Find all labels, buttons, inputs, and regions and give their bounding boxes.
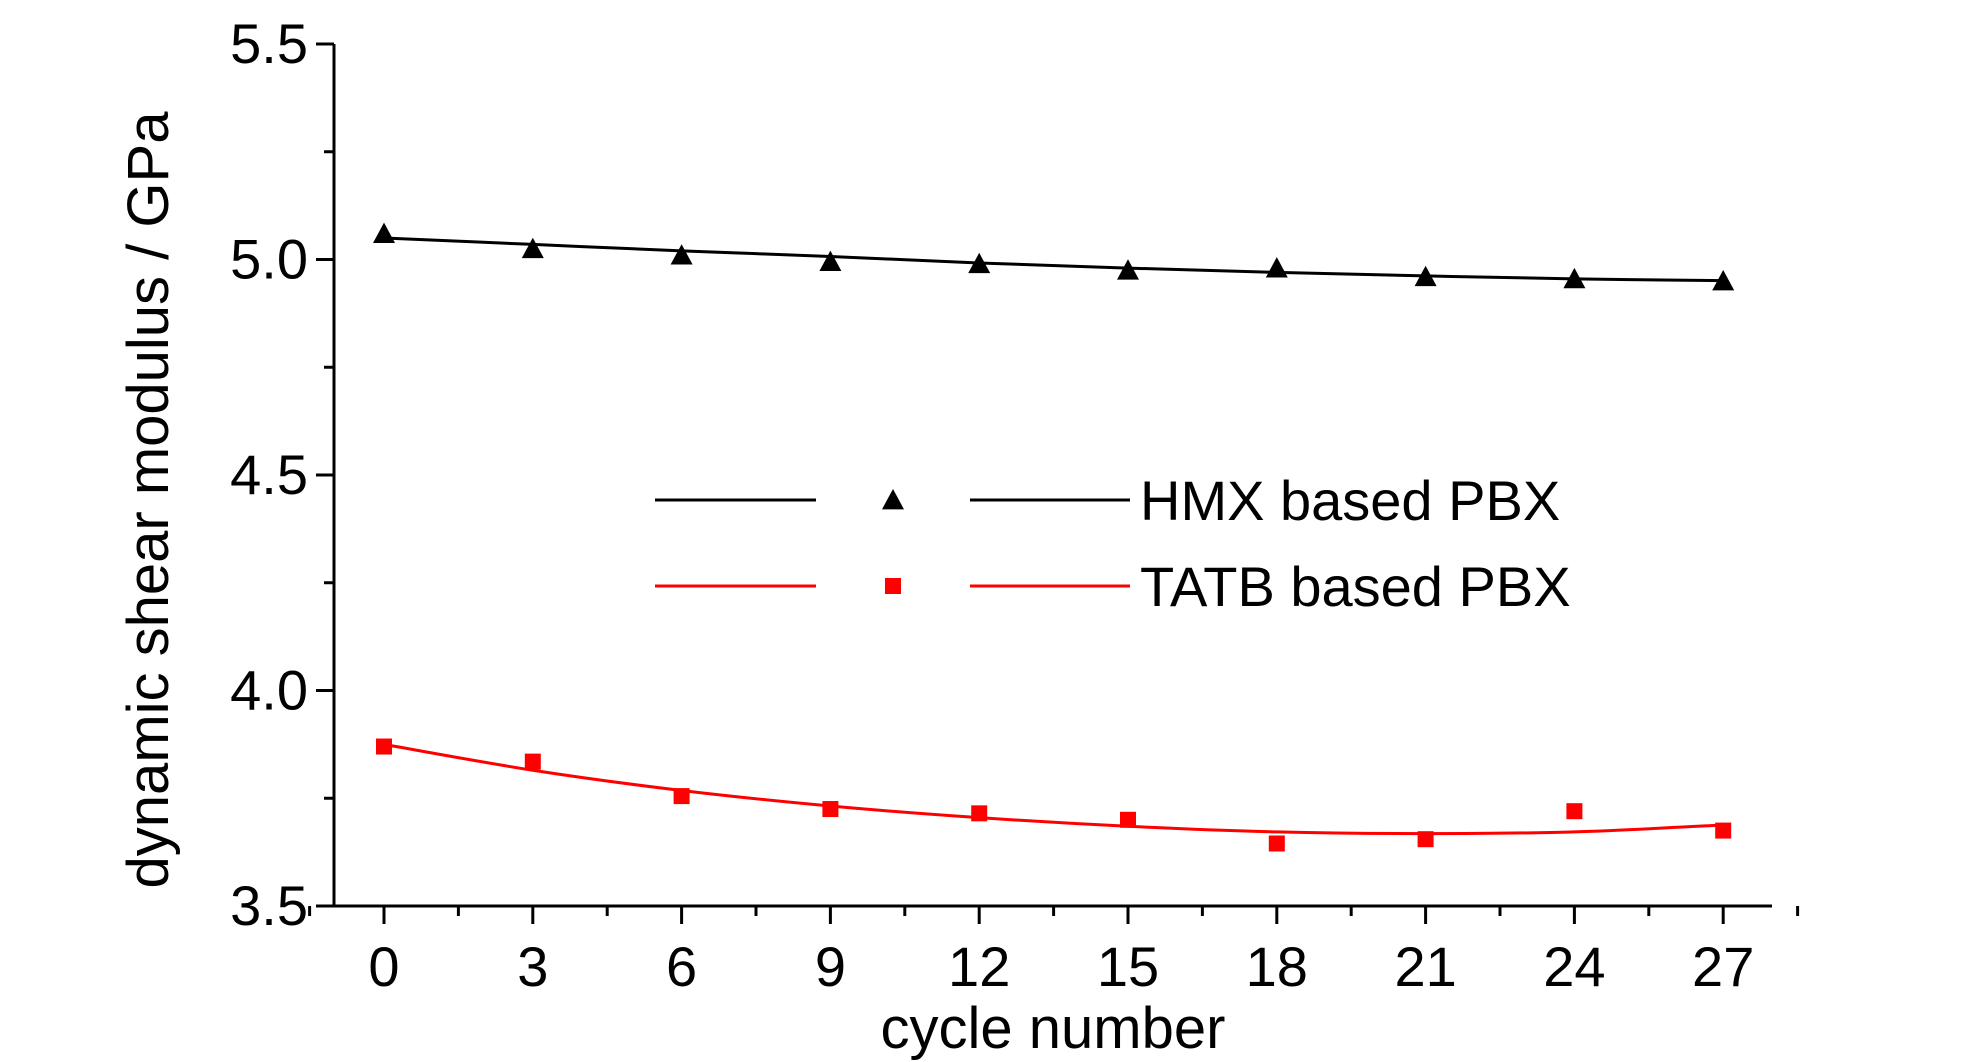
data-point bbox=[1417, 831, 1434, 848]
x-tick-label: 0 bbox=[368, 935, 399, 998]
y-axis-label: dynamic shear modulus / GPa bbox=[116, 111, 181, 889]
legend-marker bbox=[885, 578, 901, 594]
x-tick-label: 6 bbox=[666, 935, 697, 998]
data-markers bbox=[373, 222, 1735, 852]
plot-area: 3.5 4.0 4.5 5.0 5.5 0 3 6 9 12 15 18 21 24 27 bbox=[230, 12, 1800, 998]
data-point bbox=[1566, 803, 1583, 820]
data-point bbox=[1712, 270, 1735, 291]
x-tick-label: 9 bbox=[815, 935, 846, 998]
x-axis-ticks: 0 3 6 9 12 15 18 21 24 27 bbox=[308, 906, 1800, 998]
y-tick-label: 5.0 bbox=[230, 228, 308, 291]
x-tick-label: 15 bbox=[1097, 935, 1159, 998]
fit-line-1 bbox=[383, 742, 1724, 836]
data-point bbox=[521, 237, 544, 259]
y-tick-label: 5.5 bbox=[230, 12, 308, 75]
data-point bbox=[1117, 259, 1139, 280]
data-point bbox=[673, 788, 690, 805]
legend-label: TATB based PBX bbox=[1140, 555, 1571, 618]
data-point bbox=[822, 801, 839, 818]
data-point bbox=[1414, 265, 1437, 287]
fit-lines bbox=[383, 236, 1724, 836]
x-tick-label: 27 bbox=[1692, 935, 1754, 998]
data-point bbox=[1120, 811, 1136, 828]
data-point bbox=[968, 252, 991, 274]
legend-label: HMX based PBX bbox=[1140, 469, 1560, 532]
legend: HMX based PBX TATB based PBX bbox=[655, 469, 1571, 618]
x-tick-label: 3 bbox=[517, 935, 548, 998]
x-tick-label: 18 bbox=[1246, 935, 1308, 998]
data-point bbox=[819, 250, 842, 272]
legend-marker bbox=[882, 489, 904, 510]
x-axis-label: cycle number bbox=[881, 996, 1226, 1061]
y-tick-label: 4.5 bbox=[230, 443, 308, 506]
data-point bbox=[670, 244, 693, 265]
fit-line-0 bbox=[383, 236, 1724, 283]
data-point bbox=[373, 222, 395, 243]
data-point bbox=[376, 738, 392, 755]
data-point bbox=[524, 753, 541, 770]
data-point bbox=[971, 805, 988, 822]
data-point bbox=[1715, 822, 1732, 839]
y-tick-label: 4.0 bbox=[230, 659, 308, 722]
x-tick-label: 12 bbox=[948, 935, 1010, 998]
y-tick-label: 3.5 bbox=[230, 874, 308, 937]
y-axis-ticks: 3.5 4.0 4.5 5.0 5.5 bbox=[230, 12, 334, 937]
data-point bbox=[1563, 267, 1586, 289]
x-tick-label: 24 bbox=[1543, 935, 1605, 998]
data-point bbox=[1265, 257, 1288, 278]
x-tick-label: 21 bbox=[1394, 935, 1456, 998]
data-point bbox=[1268, 835, 1285, 852]
